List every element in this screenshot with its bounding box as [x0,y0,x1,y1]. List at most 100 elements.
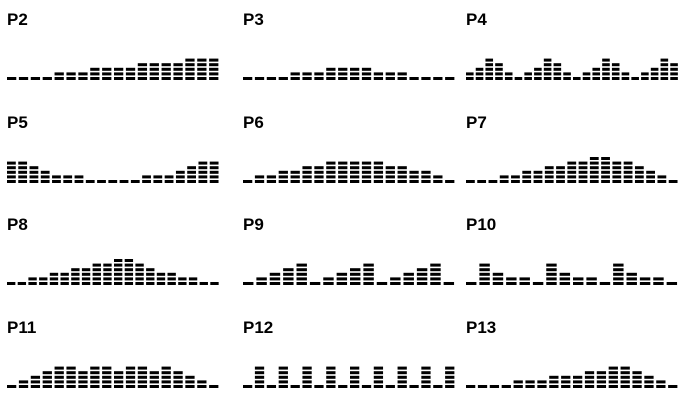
bar-segment [623,180,633,183]
bar-segment [178,282,187,285]
bar-segment [522,180,532,183]
bar-segment [124,277,134,281]
bar-segment [350,272,361,276]
bar-segment [525,385,535,388]
bar-segment [430,277,441,281]
bar-segment [639,277,651,281]
bar-segment [397,385,407,388]
bar-segment [209,77,219,80]
bar-segment [153,175,163,179]
bar-segment [137,72,148,76]
profile-bar [66,72,76,80]
bar-segment [567,170,577,174]
bar-segment [102,77,112,80]
bar-segment [290,175,300,179]
bar-segment [326,366,336,370]
profile-bar [533,170,543,183]
bar-segment [114,371,124,375]
bar-segment [30,77,41,80]
bar-segment [185,63,195,67]
bar-segment [553,67,562,71]
profile-label: P2 [7,10,28,29]
bar-segment [602,58,610,62]
bar-segment [114,263,123,267]
bar-segment [421,371,431,375]
profile-bar [511,175,520,183]
bar-segment [544,175,554,179]
profile-bar [49,272,59,285]
bar-segment [573,77,581,80]
bar-segment [361,385,372,388]
bar-segment [646,175,655,179]
profile-bar [361,161,372,183]
profile-bar [373,366,384,388]
profile-bar [466,282,477,285]
bar-segment [164,180,174,183]
profile-bar [78,72,88,80]
bar-segment [421,175,431,179]
bar-segment [409,385,419,388]
bar-segment [78,77,88,80]
bar-segment [71,272,80,276]
bar-segment [266,385,277,388]
bar-segment [631,77,639,80]
bar-segment [504,72,513,76]
bar-segment [103,272,112,276]
bar-segment [639,282,651,285]
bar-segment [519,277,530,281]
bar-segment [278,175,288,179]
profile-bar [416,268,428,285]
bar-segment [546,272,557,276]
bar-segment [314,385,324,388]
profile-bar [397,72,407,80]
bar-segment [40,170,50,174]
bar-segment [373,175,384,179]
profile-bar [506,277,517,285]
bar-segment [390,277,401,281]
bar-segment [114,67,124,71]
bar-segment [18,77,29,80]
bar-segment [495,67,503,71]
profile-label: P8 [7,215,28,234]
profile-bar [278,366,288,388]
bar-segment [278,375,288,379]
bar-segment [17,282,27,285]
bar-segment [103,263,112,267]
bar-segment [479,282,490,285]
bar-segment [124,268,134,272]
bar-segment [198,180,208,183]
profile-bar [90,366,100,388]
profile-bar [567,161,577,183]
bar-segment [573,277,584,281]
profile-bar [443,282,455,285]
bar-segment [187,180,196,183]
profile-bar [504,72,513,80]
bar-segment [185,385,195,388]
bar-segment [416,282,428,285]
bar-segment [409,170,419,174]
bar-segment [397,170,407,174]
bar-segment [173,77,183,80]
profile-bar [283,268,294,285]
profile-bar [397,166,407,183]
bar-segment [175,175,185,179]
bar-segment [601,166,610,170]
bar-segment [479,277,490,281]
bar-segment [302,371,312,375]
bar-segment [187,175,196,179]
bar-segment [650,77,659,80]
bar-segment [589,175,599,179]
profile-bar [71,268,80,285]
bar-segment [7,166,16,170]
profile-bar [42,371,52,388]
bar-segment [78,375,88,379]
bar-segment [49,277,59,281]
bar-segment [524,72,532,76]
bar-segment [350,175,360,179]
bar-segment [533,175,543,179]
bar-segment [161,77,171,80]
bar-segment [314,77,324,80]
profile-bar [589,157,599,183]
profile-bar [373,161,384,183]
bar-segment [623,170,633,174]
